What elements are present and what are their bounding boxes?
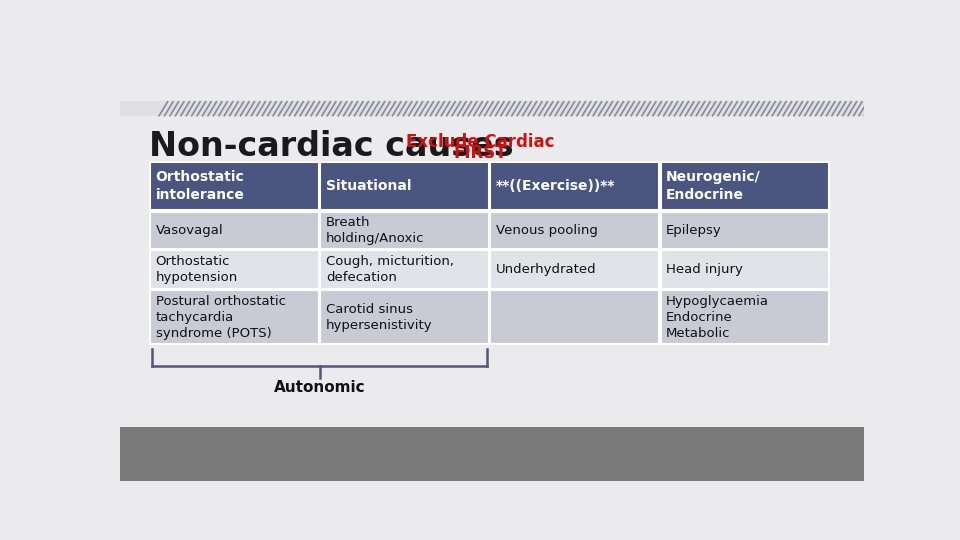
- Bar: [150, 291, 319, 345]
- Text: Exclude Cardiac: Exclude Cardiac: [406, 132, 555, 151]
- Bar: [660, 291, 829, 345]
- Text: Situational: Situational: [325, 179, 411, 193]
- Bar: [150, 251, 319, 289]
- Bar: [120, 65, 864, 427]
- Bar: [491, 291, 659, 345]
- Text: Vasovagal: Vasovagal: [156, 224, 224, 237]
- Bar: [491, 162, 659, 210]
- Text: Head injury: Head injury: [666, 263, 743, 276]
- Text: Orthostatic
hypotension: Orthostatic hypotension: [156, 255, 238, 284]
- Text: **((Exercise))**: **((Exercise))**: [496, 179, 615, 193]
- Text: Non-cardiac causes: Non-cardiac causes: [150, 130, 514, 163]
- Bar: [660, 251, 829, 289]
- Bar: [491, 251, 659, 289]
- Bar: [150, 162, 319, 210]
- Text: Neurogenic/
Endocrine: Neurogenic/ Endocrine: [666, 171, 760, 202]
- Bar: [491, 212, 659, 249]
- Bar: [660, 162, 829, 210]
- Bar: [321, 162, 489, 210]
- Bar: [150, 212, 319, 249]
- Text: Cough, micturition,
defecation: Cough, micturition, defecation: [325, 255, 454, 284]
- Text: Carotid sinus
hypersenistivity: Carotid sinus hypersenistivity: [325, 303, 432, 332]
- Text: Underhydrated: Underhydrated: [496, 263, 596, 276]
- Text: Epilepsy: Epilepsy: [666, 224, 722, 237]
- Text: Breath
holding/Anoxic: Breath holding/Anoxic: [325, 216, 424, 245]
- Text: Postural orthostatic
tachycardia
syndrome (POTS): Postural orthostatic tachycardia syndrom…: [156, 295, 286, 340]
- Text: Venous pooling: Venous pooling: [496, 224, 598, 237]
- Text: Autonomic: Autonomic: [274, 381, 366, 395]
- Text: Orthostatic
intolerance: Orthostatic intolerance: [156, 171, 245, 202]
- Text: Hypoglycaemia
Endocrine
Metabolic: Hypoglycaemia Endocrine Metabolic: [666, 295, 769, 340]
- Bar: [321, 212, 489, 249]
- Bar: [660, 212, 829, 249]
- Bar: [120, 101, 864, 117]
- Bar: [321, 251, 489, 289]
- Bar: [321, 291, 489, 345]
- Bar: [120, 427, 864, 481]
- Text: FIRST: FIRST: [453, 144, 507, 162]
